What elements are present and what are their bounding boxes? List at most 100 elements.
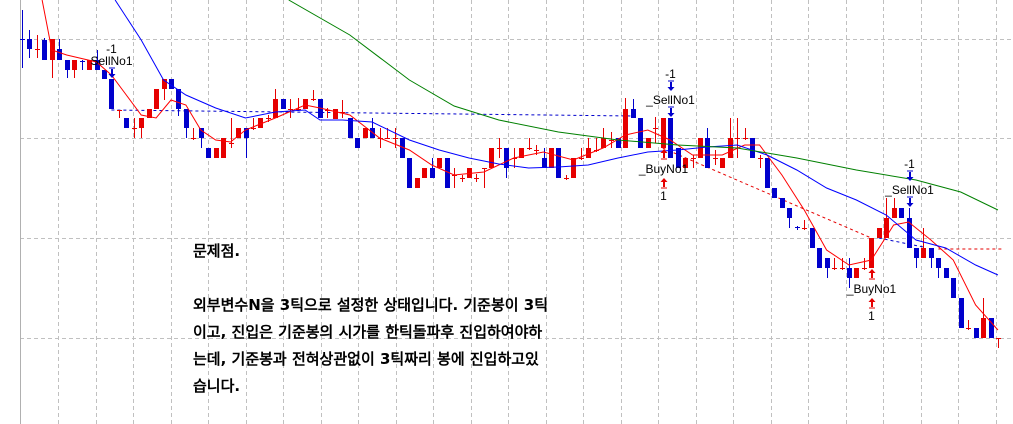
order-price-line xyxy=(111,109,633,117)
candle-body xyxy=(27,39,32,49)
candle xyxy=(683,158,688,168)
candle-body xyxy=(489,148,494,168)
candle xyxy=(802,220,807,230)
candle xyxy=(758,155,763,168)
candle-body xyxy=(147,109,152,118)
candle xyxy=(348,118,353,138)
note-gap xyxy=(193,265,548,292)
signal-qty: 1 xyxy=(868,309,875,323)
candle xyxy=(415,178,420,188)
candle-body xyxy=(854,268,859,278)
candle xyxy=(720,158,725,168)
candle-body xyxy=(616,138,621,148)
candle-body xyxy=(623,109,628,148)
candle xyxy=(564,175,569,180)
candle-body xyxy=(847,268,852,278)
arrow-up-icon xyxy=(660,178,668,187)
candle-body xyxy=(817,248,822,268)
candle-body xyxy=(981,318,986,338)
note-line: 이고, 진입은 기준봉의 시가를 한틱돌파후 진입하여야하 xyxy=(193,323,543,341)
candle xyxy=(72,60,77,78)
candle-body xyxy=(244,128,249,138)
candle xyxy=(653,117,658,143)
candle-body xyxy=(914,248,919,258)
sell-signal: _SellNo1 -1 xyxy=(645,67,695,117)
candle xyxy=(981,298,986,338)
candle xyxy=(199,128,204,148)
candle xyxy=(810,228,815,248)
candle-body xyxy=(989,318,994,338)
candle-body xyxy=(206,148,211,158)
candle xyxy=(214,148,219,158)
candle-body xyxy=(236,128,241,138)
candle-body xyxy=(772,188,777,198)
signal-label: SellNo1 xyxy=(90,54,132,68)
candle xyxy=(50,39,55,78)
candle xyxy=(117,110,122,118)
ma_short-line xyxy=(41,0,999,331)
candle-body xyxy=(877,228,882,238)
candle-body xyxy=(974,328,979,338)
candle-body xyxy=(936,258,941,268)
candle xyxy=(102,70,107,79)
signal-label: _BuyNo1 xyxy=(638,162,689,176)
candle xyxy=(169,79,174,89)
arrow-down-icon xyxy=(108,69,116,78)
candle xyxy=(780,198,785,208)
candle-body xyxy=(415,178,420,188)
candle xyxy=(236,128,241,138)
note-line: 는데, 기준봉과 전혀상관없이 3틱짜리 봉에 진입하고있 xyxy=(193,350,539,368)
signal-label: _SellNo1 xyxy=(645,93,695,107)
candle xyxy=(713,150,718,165)
candle xyxy=(549,148,554,168)
candle-body xyxy=(661,118,666,148)
candle xyxy=(914,248,919,268)
candle xyxy=(735,118,740,158)
candle xyxy=(750,138,755,158)
candle-body xyxy=(109,79,114,109)
candle xyxy=(162,79,167,100)
arrow-down-icon xyxy=(906,172,914,181)
candle xyxy=(899,208,904,218)
candle-body xyxy=(631,109,636,118)
candle-body xyxy=(921,248,926,258)
candle-body xyxy=(780,198,785,208)
candle xyxy=(847,258,852,288)
candle-body xyxy=(705,138,710,168)
candle xyxy=(281,99,286,109)
candle xyxy=(124,118,129,128)
candle-body xyxy=(750,138,755,158)
candle xyxy=(772,188,777,198)
candle-body xyxy=(519,148,524,158)
candle xyxy=(951,278,956,298)
candle-body xyxy=(348,118,353,138)
candle-body xyxy=(363,128,368,138)
candle xyxy=(959,298,964,328)
candle xyxy=(20,10,25,68)
candle-body xyxy=(169,79,174,89)
candle xyxy=(206,148,211,158)
candle-body xyxy=(959,298,964,328)
candle xyxy=(42,38,47,60)
candle-body xyxy=(42,40,47,60)
candle-body xyxy=(258,118,263,128)
candle-body xyxy=(869,238,874,268)
candle xyxy=(407,158,412,188)
candle xyxy=(251,118,256,130)
candle xyxy=(191,128,196,140)
arrow-up-icon xyxy=(868,269,876,278)
candle xyxy=(370,118,375,138)
note-line: 습니다. xyxy=(193,377,241,395)
candle-body xyxy=(929,248,934,258)
candle-body xyxy=(884,218,889,238)
candle xyxy=(542,148,547,168)
candle xyxy=(27,30,32,58)
candle-body xyxy=(162,79,167,89)
candle-body xyxy=(549,148,554,168)
candle xyxy=(244,128,249,158)
candle-body xyxy=(214,148,219,158)
candle xyxy=(996,338,1001,348)
candle-body xyxy=(601,138,606,148)
candle xyxy=(430,158,435,178)
